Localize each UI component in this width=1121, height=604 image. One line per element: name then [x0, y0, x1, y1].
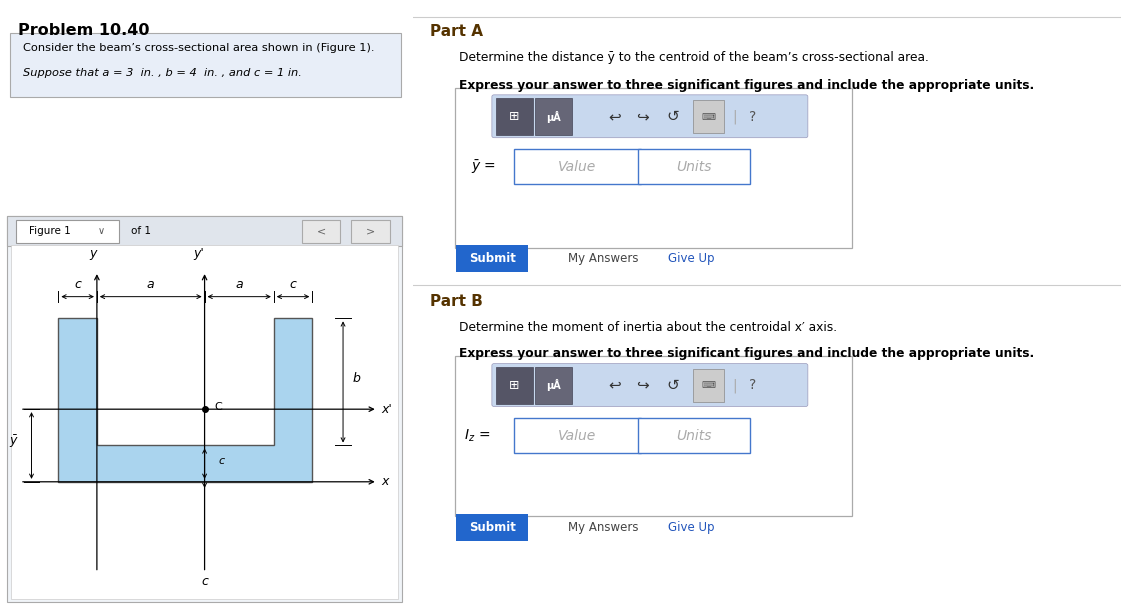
- FancyBboxPatch shape: [492, 364, 808, 406]
- Text: ∨: ∨: [99, 226, 105, 236]
- FancyBboxPatch shape: [8, 216, 401, 602]
- Text: Express your answer to three significant figures and include the appropriate uni: Express your answer to three significant…: [458, 347, 1034, 361]
- Text: y: y: [90, 248, 96, 260]
- FancyBboxPatch shape: [638, 418, 750, 453]
- Text: Units: Units: [676, 429, 712, 443]
- Text: ⊞: ⊞: [509, 379, 520, 392]
- FancyBboxPatch shape: [513, 149, 641, 184]
- Text: |: |: [732, 109, 738, 124]
- Text: Determine the moment of inertia about the centroidal x′ axis.: Determine the moment of inertia about th…: [458, 321, 836, 334]
- Text: Value: Value: [558, 429, 596, 443]
- Text: a: a: [235, 278, 243, 291]
- Text: My Answers: My Answers: [568, 252, 639, 265]
- Text: Determine the distance ȳ to the centroid of the beam’s cross-sectional area.: Determine the distance ȳ to the centroid…: [458, 51, 928, 65]
- FancyBboxPatch shape: [10, 33, 401, 97]
- Text: Units: Units: [676, 159, 712, 174]
- Text: ⌨: ⌨: [702, 381, 715, 390]
- Text: $\bar{y}$ =: $\bar{y}$ =: [471, 158, 495, 176]
- Text: Part A: Part A: [430, 24, 483, 39]
- Text: ⌨: ⌨: [702, 112, 715, 121]
- FancyBboxPatch shape: [456, 245, 528, 272]
- Text: Give Up: Give Up: [668, 521, 714, 534]
- Text: y': y': [194, 248, 204, 260]
- Text: |: |: [732, 378, 738, 393]
- FancyBboxPatch shape: [455, 356, 852, 516]
- Text: Suppose that a = 3  in. , b = 4  in. , and c = 1 in.: Suppose that a = 3 in. , b = 4 in. , and…: [22, 68, 302, 78]
- FancyBboxPatch shape: [535, 98, 572, 135]
- Text: Give Up: Give Up: [668, 252, 714, 265]
- FancyBboxPatch shape: [456, 514, 528, 541]
- Text: ⊞: ⊞: [509, 110, 520, 123]
- FancyBboxPatch shape: [638, 149, 750, 184]
- Text: $I_{z}$ =: $I_{z}$ =: [464, 428, 490, 445]
- Text: c: c: [289, 278, 296, 291]
- FancyBboxPatch shape: [497, 98, 532, 135]
- Text: μÅ: μÅ: [546, 379, 560, 391]
- Polygon shape: [58, 318, 313, 482]
- Text: of 1: of 1: [131, 226, 151, 236]
- FancyBboxPatch shape: [693, 100, 724, 133]
- FancyBboxPatch shape: [455, 88, 852, 248]
- Text: c: c: [201, 575, 209, 588]
- FancyBboxPatch shape: [513, 418, 641, 453]
- Text: >: >: [365, 226, 374, 236]
- FancyBboxPatch shape: [16, 220, 120, 243]
- Text: ↪: ↪: [637, 378, 649, 393]
- Text: Submit: Submit: [470, 252, 516, 265]
- Text: ↺: ↺: [667, 378, 679, 393]
- Text: <: <: [316, 226, 326, 236]
- FancyBboxPatch shape: [351, 220, 389, 243]
- Text: ↪: ↪: [637, 109, 649, 124]
- Text: x: x: [381, 475, 389, 488]
- Text: Figure 1: Figure 1: [29, 226, 71, 236]
- FancyBboxPatch shape: [11, 245, 398, 599]
- Text: Consider the beam’s cross-sectional area shown in (Figure 1).: Consider the beam’s cross-sectional area…: [22, 43, 374, 54]
- Text: ?: ?: [749, 109, 757, 124]
- Text: a: a: [147, 278, 155, 291]
- Text: Problem 10.40: Problem 10.40: [18, 23, 150, 38]
- Text: C: C: [214, 402, 222, 413]
- FancyBboxPatch shape: [497, 367, 532, 404]
- Text: c: c: [74, 278, 81, 291]
- FancyBboxPatch shape: [302, 220, 341, 243]
- FancyBboxPatch shape: [492, 95, 808, 138]
- Text: c: c: [219, 455, 224, 466]
- Text: b: b: [353, 372, 361, 385]
- Text: Value: Value: [558, 159, 596, 174]
- Text: ↺: ↺: [667, 109, 679, 124]
- Text: μÅ: μÅ: [546, 111, 560, 123]
- FancyBboxPatch shape: [8, 216, 401, 246]
- Text: ↩: ↩: [608, 378, 621, 393]
- Text: $\bar{y}$: $\bar{y}$: [9, 434, 19, 451]
- FancyBboxPatch shape: [693, 369, 724, 402]
- Text: Part B: Part B: [430, 294, 483, 309]
- Text: ↩: ↩: [608, 109, 621, 124]
- Text: Submit: Submit: [470, 521, 516, 534]
- FancyBboxPatch shape: [535, 367, 572, 404]
- Text: x': x': [381, 403, 392, 416]
- Text: Express your answer to three significant figures and include the appropriate uni: Express your answer to three significant…: [458, 79, 1034, 92]
- Text: My Answers: My Answers: [568, 521, 639, 534]
- Text: ?: ?: [749, 378, 757, 393]
